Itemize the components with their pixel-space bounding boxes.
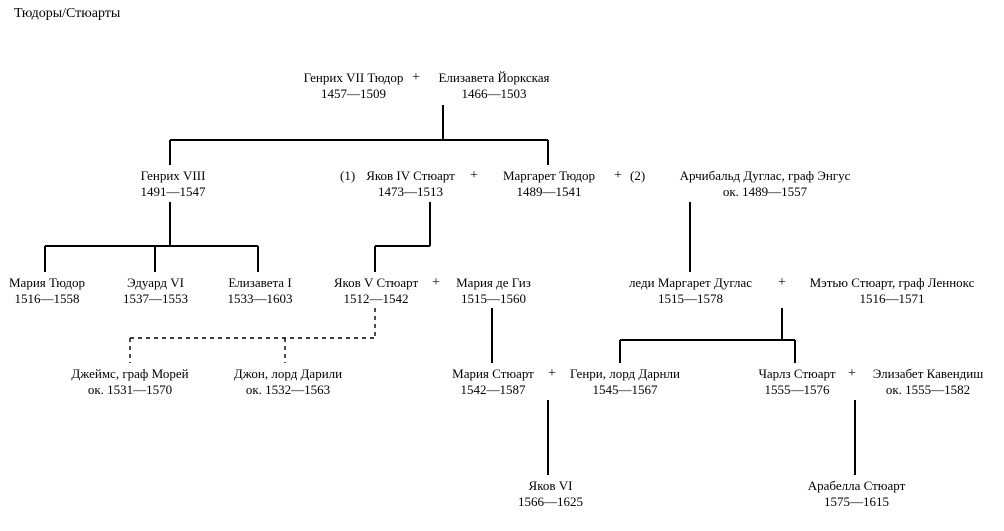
node-mary-qos: Мария Стюарт 1542—1587 (442, 366, 544, 399)
node-elizabeth1: Елизавета I 1533—1603 (214, 275, 306, 308)
name: Яков IV Стюарт (358, 168, 463, 184)
dates: 1491—1547 (128, 184, 218, 200)
node-margaret-tudor: Маргарет Тюдор 1489—1541 (490, 168, 608, 201)
dates: 1466—1503 (424, 86, 564, 102)
dates: 1473—1513 (358, 184, 463, 200)
dates: 1516—1571 (792, 291, 992, 307)
name: Генрих VII Тюдор (296, 70, 411, 86)
name: Джон, лорд Дарили (218, 366, 358, 382)
dates: 1566—1625 (508, 494, 593, 510)
genealogy-chart: Тюдоры/Стюарты (0, 0, 1004, 531)
name: Елизавета Йоркская (424, 70, 564, 86)
node-henry7: Генрих VII Тюдор 1457—1509 (296, 70, 411, 103)
name: Маргарет Тюдор (490, 168, 608, 184)
node-archibald-douglas: Арчибальд Дуглас, граф Энгус ок. 1489—15… (650, 168, 880, 201)
node-charles-stuart: Чарлз Стюарт 1555—1576 (748, 366, 846, 399)
node-marie-guise: Мария де Гиз 1515—1560 (446, 275, 541, 308)
dates: 1515—1578 (608, 291, 773, 307)
dates: 1489—1541 (490, 184, 608, 200)
plus-icon: + (412, 70, 420, 86)
node-james-moray: Джеймс, граф Морей ок. 1531—1570 (60, 366, 200, 399)
dates: ок. 1531—1570 (60, 382, 200, 398)
prefix-james4: (1) (340, 168, 355, 184)
node-james6: Яков VI 1566—1625 (508, 478, 593, 511)
dates: 1555—1576 (748, 382, 846, 398)
node-john-darnley: Джон, лорд Дарили ок. 1532—1563 (218, 366, 358, 399)
name: Эдуард VI (108, 275, 203, 291)
name: Яков V Стюарт (322, 275, 430, 291)
node-matthew-stewart: Мэтью Стюарт, граф Леннокс 1516—1571 (792, 275, 992, 308)
chart-title: Тюдоры/Стюарты (14, 6, 120, 22)
name: Арчибальд Дуглас, граф Энгус (650, 168, 880, 184)
name: Генри, лорд Дарнли (560, 366, 690, 382)
node-james5: Яков V Стюарт 1512—1542 (322, 275, 430, 308)
name: Яков VI (508, 478, 593, 494)
name: Мария де Гиз (446, 275, 541, 291)
name: леди Маргарет Дуглас (608, 275, 773, 291)
dates: 1575—1615 (794, 494, 919, 510)
name: Арабелла Стюарт (794, 478, 919, 494)
plus-icon: + (470, 168, 478, 184)
dates: 1512—1542 (322, 291, 430, 307)
name: Джеймс, граф Морей (60, 366, 200, 382)
plus-icon: + (432, 275, 440, 291)
dates: 1457—1509 (296, 86, 411, 102)
plus-icon: + (548, 366, 556, 382)
name: Чарлз Стюарт (748, 366, 846, 382)
node-elizabeth-cavendish: Элизабет Кавендиш ок. 1555—1582 (858, 366, 998, 399)
name: Генрих VIII (128, 168, 218, 184)
name: Мария Тюдор (2, 275, 92, 291)
dates: 1533—1603 (214, 291, 306, 307)
plus-icon: + (778, 275, 786, 291)
node-edward6: Эдуард VI 1537—1553 (108, 275, 203, 308)
node-mary-tudor: Мария Тюдор 1516—1558 (2, 275, 92, 308)
prefix-archibald: (2) (630, 168, 645, 184)
plus-icon: + (614, 168, 622, 184)
node-arabella: Арабелла Стюарт 1575—1615 (794, 478, 919, 511)
name: Мэтью Стюарт, граф Леннокс (792, 275, 992, 291)
name: Элизабет Кавендиш (858, 366, 998, 382)
dates: 1516—1558 (2, 291, 92, 307)
node-james4: Яков IV Стюарт 1473—1513 (358, 168, 463, 201)
name: Мария Стюарт (442, 366, 544, 382)
dates: 1537—1553 (108, 291, 203, 307)
dates: ок. 1555—1582 (858, 382, 998, 398)
node-elizabeth-york: Елизавета Йоркская 1466—1503 (424, 70, 564, 103)
node-henry-darnley: Генри, лорд Дарнли 1545—1567 (560, 366, 690, 399)
node-henry8: Генрих VIII 1491—1547 (128, 168, 218, 201)
dates: 1545—1567 (560, 382, 690, 398)
plus-icon: + (848, 366, 856, 382)
node-margaret-douglas: леди Маргарет Дуглас 1515—1578 (608, 275, 773, 308)
name: Елизавета I (214, 275, 306, 291)
dates: 1542—1587 (442, 382, 544, 398)
dates: 1515—1560 (446, 291, 541, 307)
dates: ок. 1532—1563 (218, 382, 358, 398)
dates: ок. 1489—1557 (650, 184, 880, 200)
